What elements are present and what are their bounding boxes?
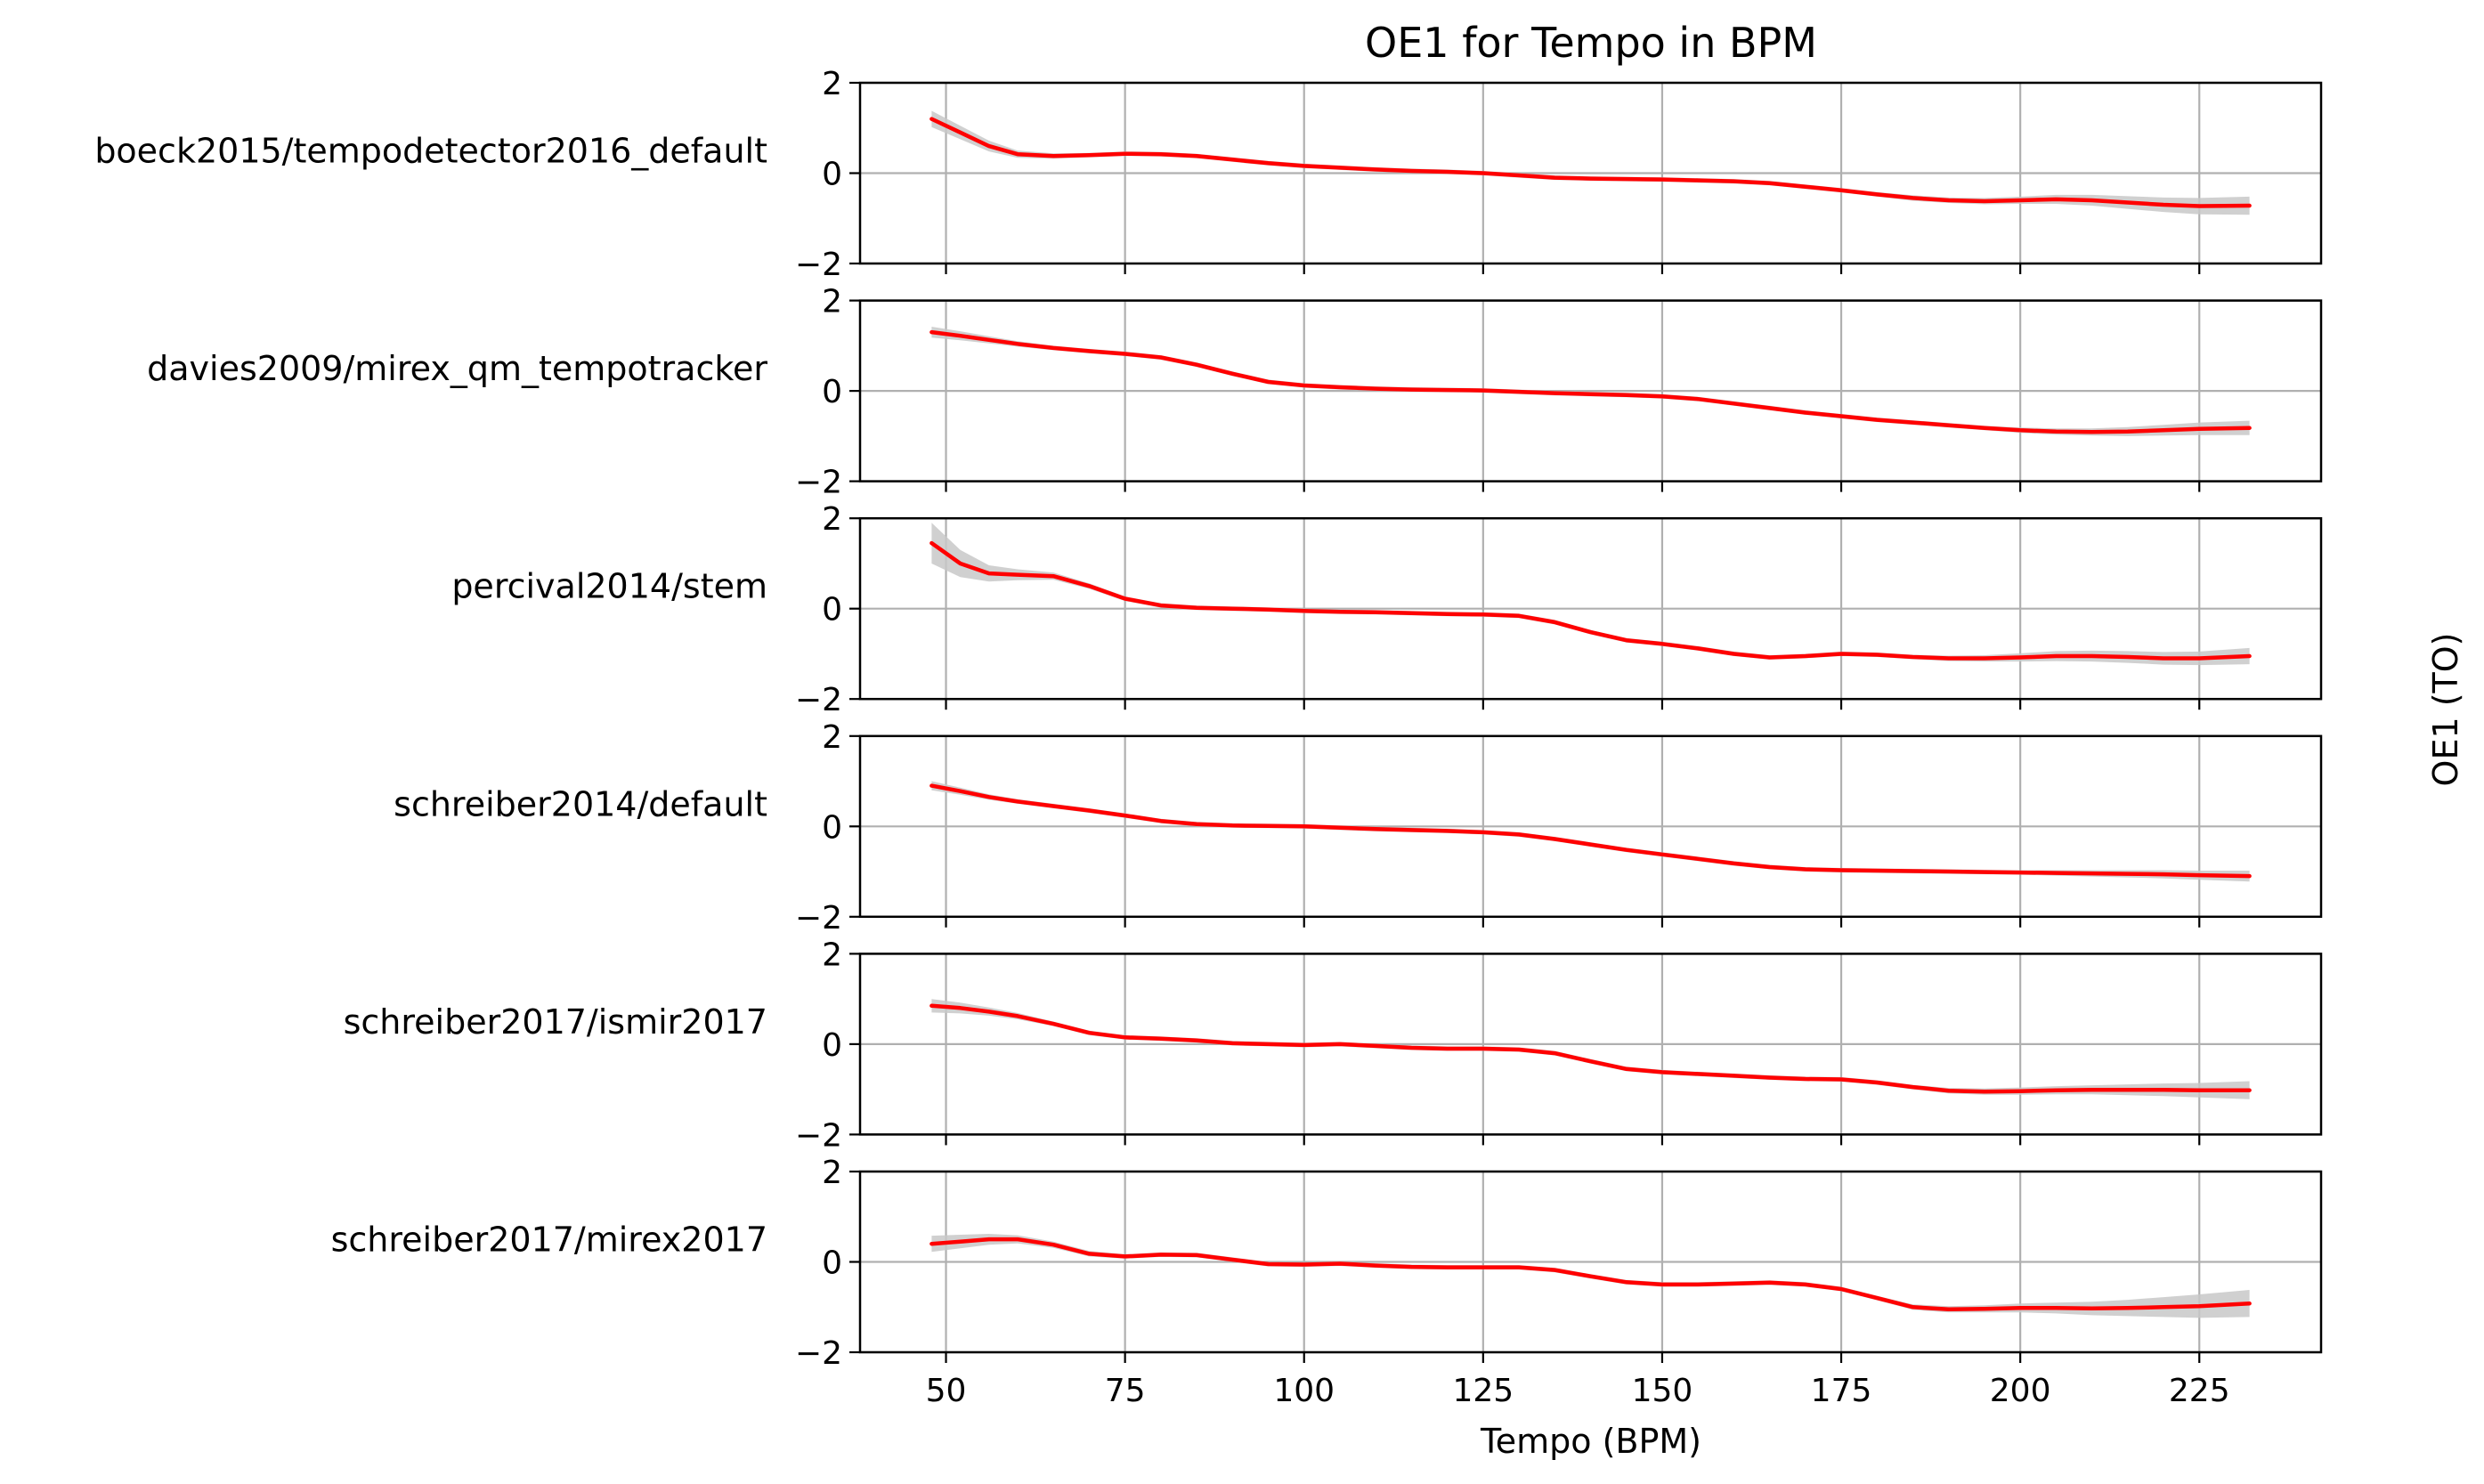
series-name-label: davies2009/mirex_qm_tempotracker (147, 349, 767, 388)
y-tick-label: 2 (822, 66, 842, 102)
subplot-panel: 2 0 −2 schreiber2017/ismir2017 (344, 937, 2323, 1154)
y-tick-label: −2 (795, 247, 842, 283)
x-tick-label: 200 (1990, 1373, 2051, 1409)
series-line (929, 329, 2252, 434)
y-tick-label: −2 (795, 1335, 842, 1372)
x-tick-label: 125 (1452, 1373, 1514, 1409)
y-tick-label: 2 (822, 284, 842, 320)
x-tick-label: 75 (1105, 1373, 1146, 1409)
subplot-panel: 2 0 −2 davies2009/mirex_qm_tempotracker (147, 284, 2323, 501)
y-tick-label: −2 (795, 465, 842, 501)
y-tick-label: −2 (795, 900, 842, 937)
subplot-stack: 20−2boeck2015/tempodetector2016_default2… (94, 66, 2323, 1372)
x-axis-label: Tempo (BPM) (1480, 1422, 1701, 1461)
y-tick-label: 2 (822, 501, 842, 538)
confidence-band (931, 999, 2250, 1099)
x-tick-label: 150 (1632, 1373, 1693, 1409)
confidence-band (931, 110, 2250, 215)
x-tick-label: 100 (1273, 1373, 1335, 1409)
y-tick-label: 2 (822, 1155, 842, 1191)
chart-title: OE1 for Tempo in BPM (1365, 19, 1817, 67)
x-tick-label: 50 (926, 1373, 967, 1409)
x-axis: 50 75 100 125 150 175 200 225 (926, 1373, 2230, 1409)
series-name-label: schreiber2014/default (394, 784, 767, 823)
y-tick-label: −2 (795, 1117, 842, 1154)
series-name-label: boeck2015/tempodetector2016_default (94, 132, 767, 171)
y-tick-label: 0 (822, 374, 842, 410)
series-name-label: schreiber2017/ismir2017 (344, 1002, 767, 1042)
series-name-label: schreiber2017/mirex2017 (331, 1220, 767, 1260)
series-line (929, 540, 2252, 661)
series-line (929, 117, 2252, 208)
y-tick-label: 0 (822, 1245, 842, 1282)
x-tick-label: 225 (2169, 1373, 2230, 1409)
subplot-panel: 2 0 −2 boeck2015/tempodetector2016_default (94, 66, 2323, 283)
y-tick-label: 0 (822, 1027, 842, 1064)
subplot-panel: 2 0 −2 schreiber2014/default (394, 719, 2323, 937)
subplot-panel: 2 0 −2 percival2014/stem (451, 501, 2323, 718)
confidence-band (931, 523, 2250, 666)
y-tick-label: −2 (795, 682, 842, 718)
series-name-label: percival2014/stem (451, 567, 767, 606)
y-tick-label: 0 (822, 592, 842, 628)
series-line (929, 1237, 2252, 1312)
y-tick-label: 0 (822, 809, 842, 846)
x-tick-label: 175 (1811, 1373, 1872, 1409)
y-tick-label: 2 (822, 719, 842, 756)
series-line (929, 783, 2252, 879)
confidence-band (931, 327, 2250, 436)
confidence-band (931, 781, 2250, 882)
y-tick-label: 0 (822, 157, 842, 193)
subplot-panel: 2 0 −2 schreiber2017/mirex2017 (331, 1155, 2323, 1372)
y-axis-label: OE1 (TO) (2426, 633, 2465, 787)
series-line (929, 1003, 2252, 1094)
y-tick-label: 2 (822, 937, 842, 973)
